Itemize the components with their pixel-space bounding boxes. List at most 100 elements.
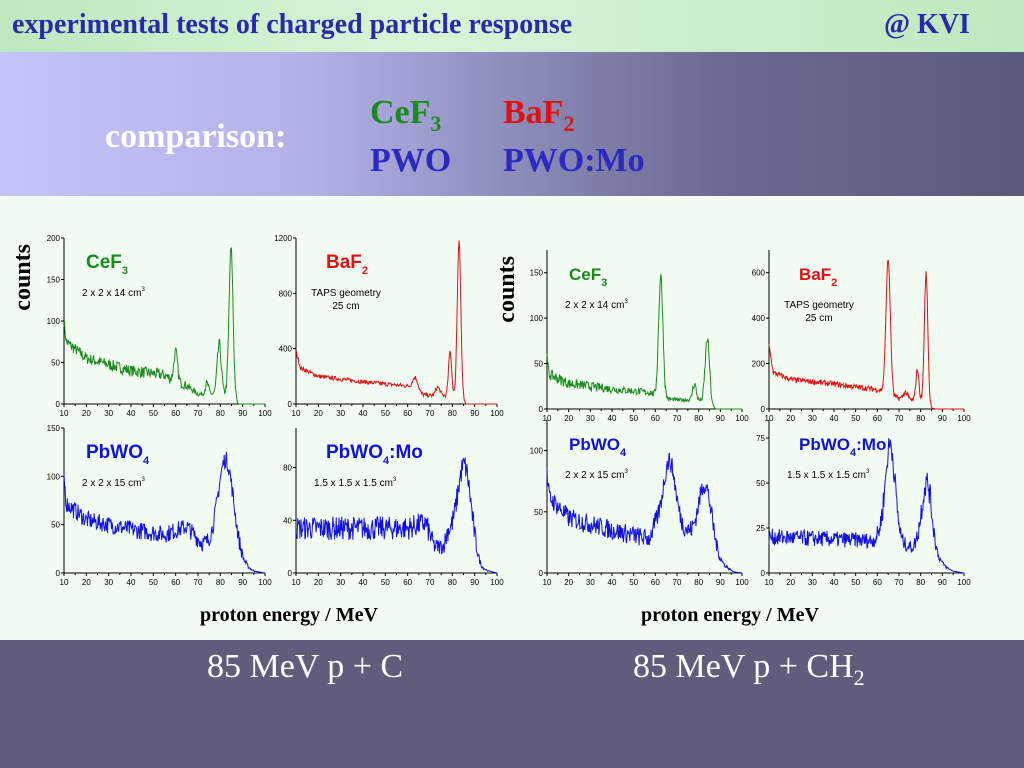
x-tick-label: 10 bbox=[543, 578, 552, 587]
y-tick-label: 0 bbox=[539, 405, 544, 414]
x-tick-label: 10 bbox=[60, 578, 69, 587]
x-tick-label: 70 bbox=[194, 409, 203, 418]
slide-title: experimental tests of charged particle r… bbox=[12, 9, 573, 40]
x-tick-label: 80 bbox=[448, 578, 457, 587]
x-tick-label: 50 bbox=[629, 578, 638, 587]
x-tick-label: 40 bbox=[127, 409, 136, 418]
x-tick-label: 80 bbox=[694, 578, 703, 587]
chart-title: PbWO4:Mo bbox=[799, 435, 886, 459]
x-tick-label: 40 bbox=[830, 578, 839, 587]
y-tick-label: 600 bbox=[752, 269, 766, 278]
spectrum-line bbox=[295, 457, 498, 574]
x-tick-label: 60 bbox=[651, 414, 660, 423]
x-tick-label: 40 bbox=[359, 578, 368, 587]
x-tick-label: 100 bbox=[957, 578, 971, 587]
x-axis-label-left: proton energy / MeV bbox=[200, 604, 378, 626]
y-tick-label: 150 bbox=[47, 424, 61, 433]
x-tick-label: 80 bbox=[216, 409, 225, 418]
y-tick-label: 50 bbox=[51, 521, 60, 530]
material-cef3: CeF3 bbox=[370, 94, 442, 136]
comparison-band: comparison: CeF3 BaF2 PWO PWO:Mo bbox=[0, 52, 1024, 196]
x-tick-label: 30 bbox=[336, 578, 345, 587]
x-tick-label: 100 bbox=[258, 409, 272, 418]
x-tick-label: 10 bbox=[765, 414, 774, 423]
chart-annotation: 2 x 2 x 15 cm3 bbox=[82, 477, 145, 489]
material-pwo: PWO bbox=[370, 142, 452, 179]
x-tick-label: 30 bbox=[586, 578, 595, 587]
x-tick-label: 30 bbox=[104, 409, 113, 418]
x-tick-label: 70 bbox=[673, 578, 682, 587]
x-tick-label: 10 bbox=[292, 409, 301, 418]
chart-title: BaF2 bbox=[326, 252, 368, 277]
chart-annotation: 25 cm bbox=[805, 313, 832, 324]
reaction-band: 85 MeV p + C 85 MeV p + CH2 bbox=[0, 640, 1024, 768]
x-tick-label: 90 bbox=[938, 578, 947, 587]
y-tick-label: 100 bbox=[530, 447, 544, 456]
spectrum-line bbox=[546, 273, 742, 410]
x-tick-label: 80 bbox=[916, 578, 925, 587]
x-tick-label: 50 bbox=[149, 409, 158, 418]
chart-annotation: TAPS geometry bbox=[311, 288, 381, 299]
x-tick-label: 10 bbox=[543, 414, 552, 423]
x-tick-label: 80 bbox=[216, 578, 225, 587]
x-tick-label: 60 bbox=[873, 414, 882, 423]
x-tick-label: 20 bbox=[314, 409, 323, 418]
chart-annotation: 1.5 x 1.5 x 1.5 cm3 bbox=[314, 477, 397, 489]
x-tick-label: 90 bbox=[238, 578, 247, 587]
x-tick-label: 20 bbox=[564, 578, 573, 587]
x-tick-label: 30 bbox=[808, 578, 817, 587]
x-tick-label: 90 bbox=[470, 578, 479, 587]
y-tick-label: 75 bbox=[756, 434, 765, 443]
x-tick-label: 20 bbox=[564, 414, 573, 423]
x-tick-label: 50 bbox=[149, 578, 158, 587]
chart-annotation: 2 x 2 x 14 cm3 bbox=[82, 287, 145, 299]
x-tick-label: 50 bbox=[851, 578, 860, 587]
x-tick-label: 30 bbox=[586, 414, 595, 423]
x-tick-label: 30 bbox=[104, 578, 113, 587]
x-tick-label: 100 bbox=[735, 578, 749, 587]
y-tick-label: 400 bbox=[752, 314, 766, 323]
location-label: @ KVI bbox=[884, 9, 970, 40]
x-tick-label: 60 bbox=[171, 409, 180, 418]
chart-title: PbWO4 bbox=[86, 442, 150, 467]
x-tick-label: 90 bbox=[938, 414, 947, 423]
material-baf2: BaF2 bbox=[503, 94, 575, 136]
chart-title: CeF3 bbox=[86, 252, 128, 277]
y-tick-label: 800 bbox=[279, 289, 293, 298]
y-tick-label: 40 bbox=[283, 516, 292, 525]
chart-annotation: 2 x 2 x 15 cm3 bbox=[565, 469, 628, 481]
x-axis-label-right: proton energy / MeV bbox=[641, 604, 819, 626]
x-tick-label: 20 bbox=[82, 409, 91, 418]
y-tick-label: 0 bbox=[539, 569, 544, 578]
x-tick-label: 100 bbox=[957, 414, 971, 423]
y-tick-label: 0 bbox=[288, 569, 293, 578]
x-tick-label: 70 bbox=[673, 414, 682, 423]
material-pwo-mo: PWO:Mo bbox=[503, 142, 645, 179]
x-tick-label: 100 bbox=[258, 578, 272, 587]
x-tick-label: 20 bbox=[786, 578, 795, 587]
comparison-label: comparison: bbox=[105, 118, 287, 155]
y-tick-label: 1200 bbox=[274, 234, 292, 243]
y-tick-label: 25 bbox=[756, 524, 765, 533]
y-tick-label: 0 bbox=[56, 400, 61, 409]
x-tick-label: 70 bbox=[426, 409, 435, 418]
y-tick-label: 0 bbox=[288, 400, 293, 409]
chart-annotation: 1.5 x 1.5 x 1.5 cm3 bbox=[787, 469, 870, 481]
x-tick-label: 40 bbox=[608, 578, 617, 587]
chart-annotation: TAPS geometry bbox=[784, 300, 854, 311]
x-tick-label: 60 bbox=[171, 578, 180, 587]
y-tick-label: 400 bbox=[279, 345, 293, 354]
y-tick-label: 200 bbox=[47, 234, 61, 243]
reaction-label-ch2: 85 MeV p + CH2 bbox=[633, 648, 865, 690]
y-tick-label: 0 bbox=[761, 569, 766, 578]
x-tick-label: 100 bbox=[490, 578, 504, 587]
y-tick-label: 50 bbox=[534, 360, 543, 369]
x-tick-label: 40 bbox=[830, 414, 839, 423]
chart-title: CeF3 bbox=[569, 265, 607, 289]
x-tick-label: 60 bbox=[873, 578, 882, 587]
x-tick-label: 60 bbox=[403, 409, 412, 418]
spectrum-line bbox=[63, 247, 265, 405]
chart-title: PbWO4:Mo bbox=[326, 442, 423, 467]
y-tick-label: 100 bbox=[47, 472, 61, 481]
